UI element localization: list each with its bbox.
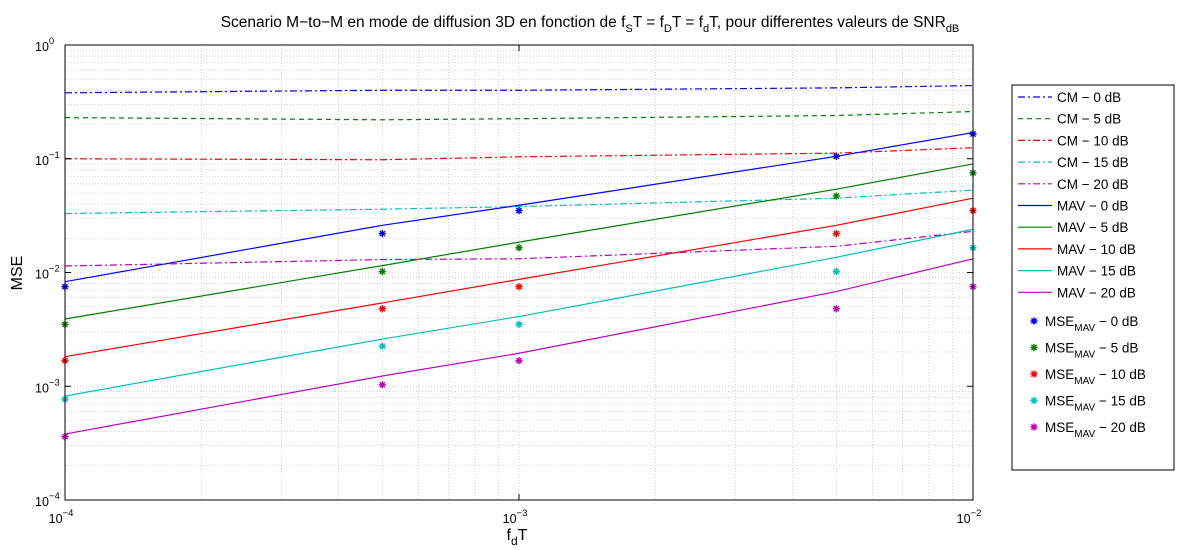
data-point: [378, 305, 386, 313]
legend-label: CM − 20 dB: [1057, 177, 1129, 192]
x-tick-label: 10−4: [49, 508, 74, 526]
data-point: [832, 152, 840, 160]
legend-label: MAV − 10 dB: [1057, 242, 1136, 257]
series-line: [64, 163, 974, 320]
data-point: [515, 283, 523, 291]
data-point: [832, 305, 840, 313]
y-tick-label: 10−3: [35, 377, 60, 395]
legend-label: MAV − 20 dB: [1057, 285, 1136, 300]
data-point: [515, 357, 523, 365]
data-point: [515, 207, 523, 215]
y-tick-label: 100: [35, 36, 54, 54]
legend-label: CM − 10 dB: [1057, 133, 1129, 148]
data-point: [515, 244, 523, 252]
legend-label: MSEMAV − 10 dB: [1045, 367, 1146, 387]
data-point: [378, 381, 386, 389]
chart-title: Scenario M−to−M en mode de diffusion 3D …: [221, 14, 960, 35]
legend-marker: [1030, 396, 1038, 405]
legend-label: MSEMAV − 0 dB: [1045, 314, 1138, 334]
grid: [65, 45, 973, 500]
legend-marker: [1030, 343, 1038, 352]
legend-label: CM − 5 dB: [1057, 112, 1121, 127]
y-tick-label: 10−2: [35, 264, 60, 282]
axes: 10−4 10−3 10−2 10−4 10−3 10−2 10−1 100: [35, 36, 981, 526]
data-point: [378, 229, 386, 238]
series-line: [64, 258, 974, 435]
legend-label: MSEMAV − 15 dB: [1045, 394, 1146, 414]
legend-label: CM − 15 dB: [1057, 155, 1129, 170]
data-point: [378, 342, 386, 350]
legend-label: MAV − 0 dB: [1057, 199, 1128, 214]
series-line: [64, 197, 974, 358]
series-line: [64, 131, 974, 283]
data-point: [832, 229, 840, 238]
legend-label: MAV − 5 dB: [1057, 220, 1128, 235]
series-line: [64, 189, 974, 215]
legend: CM − 0 dB CM − 5 dB CM − 10 dB CM − 15 dB CM…: [1011, 84, 1175, 471]
series-line: [64, 84, 974, 94]
x-axis-label: fdT: [507, 527, 528, 548]
plot-series: [61, 84, 977, 441]
legend-label: MAV − 15 dB: [1057, 264, 1136, 279]
y-tick-label: 10−1: [35, 150, 60, 168]
legend-box: [1011, 84, 1175, 471]
data-point: [378, 267, 386, 276]
y-axis-label: MSE: [9, 256, 26, 291]
data-point: [832, 267, 840, 276]
legend-marker: [1030, 423, 1038, 431]
y-tick-label: 10−4: [35, 491, 60, 509]
legend-marker: [1030, 370, 1038, 378]
series-line: [64, 110, 974, 121]
series-line: [64, 230, 974, 267]
series-line: [64, 147, 974, 161]
series-line: [64, 228, 974, 397]
legend-label: MSEMAV − 20 dB: [1045, 420, 1146, 440]
legend-label: CM − 0 dB: [1057, 90, 1121, 105]
data-point: [832, 192, 840, 200]
legend-label: MSEMAV − 5 dB: [1045, 341, 1138, 361]
x-tick-label: 10−3: [503, 508, 528, 526]
legend-marker: [1030, 317, 1038, 325]
data-point: [515, 320, 523, 328]
x-tick-label: 10−2: [957, 508, 982, 526]
